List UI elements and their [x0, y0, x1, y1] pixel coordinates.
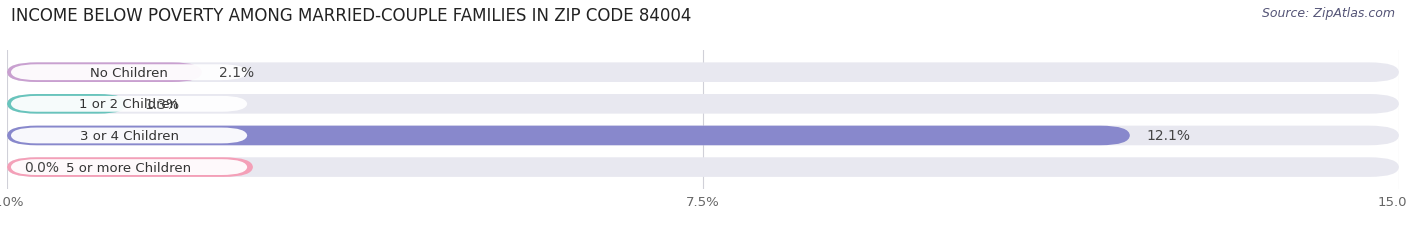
FancyBboxPatch shape — [7, 158, 253, 177]
FancyBboxPatch shape — [11, 128, 247, 144]
FancyBboxPatch shape — [7, 126, 1399, 146]
FancyBboxPatch shape — [7, 126, 1130, 146]
Text: 3 or 4 Children: 3 or 4 Children — [80, 129, 179, 142]
Text: 1 or 2 Children: 1 or 2 Children — [80, 98, 179, 111]
Text: No Children: No Children — [90, 66, 167, 79]
Text: 1.3%: 1.3% — [145, 97, 180, 111]
Text: 5 or more Children: 5 or more Children — [66, 161, 191, 174]
FancyBboxPatch shape — [7, 95, 128, 114]
Text: 12.1%: 12.1% — [1146, 129, 1191, 143]
Text: Source: ZipAtlas.com: Source: ZipAtlas.com — [1261, 7, 1395, 20]
Text: 0.0%: 0.0% — [24, 160, 59, 174]
Text: INCOME BELOW POVERTY AMONG MARRIED-COUPLE FAMILIES IN ZIP CODE 84004: INCOME BELOW POVERTY AMONG MARRIED-COUPL… — [11, 7, 692, 25]
FancyBboxPatch shape — [11, 65, 247, 81]
FancyBboxPatch shape — [7, 158, 1399, 177]
FancyBboxPatch shape — [11, 159, 247, 175]
FancyBboxPatch shape — [7, 63, 202, 83]
FancyBboxPatch shape — [11, 97, 247, 112]
FancyBboxPatch shape — [7, 95, 1399, 114]
Text: 2.1%: 2.1% — [218, 66, 253, 80]
FancyBboxPatch shape — [7, 63, 1399, 83]
